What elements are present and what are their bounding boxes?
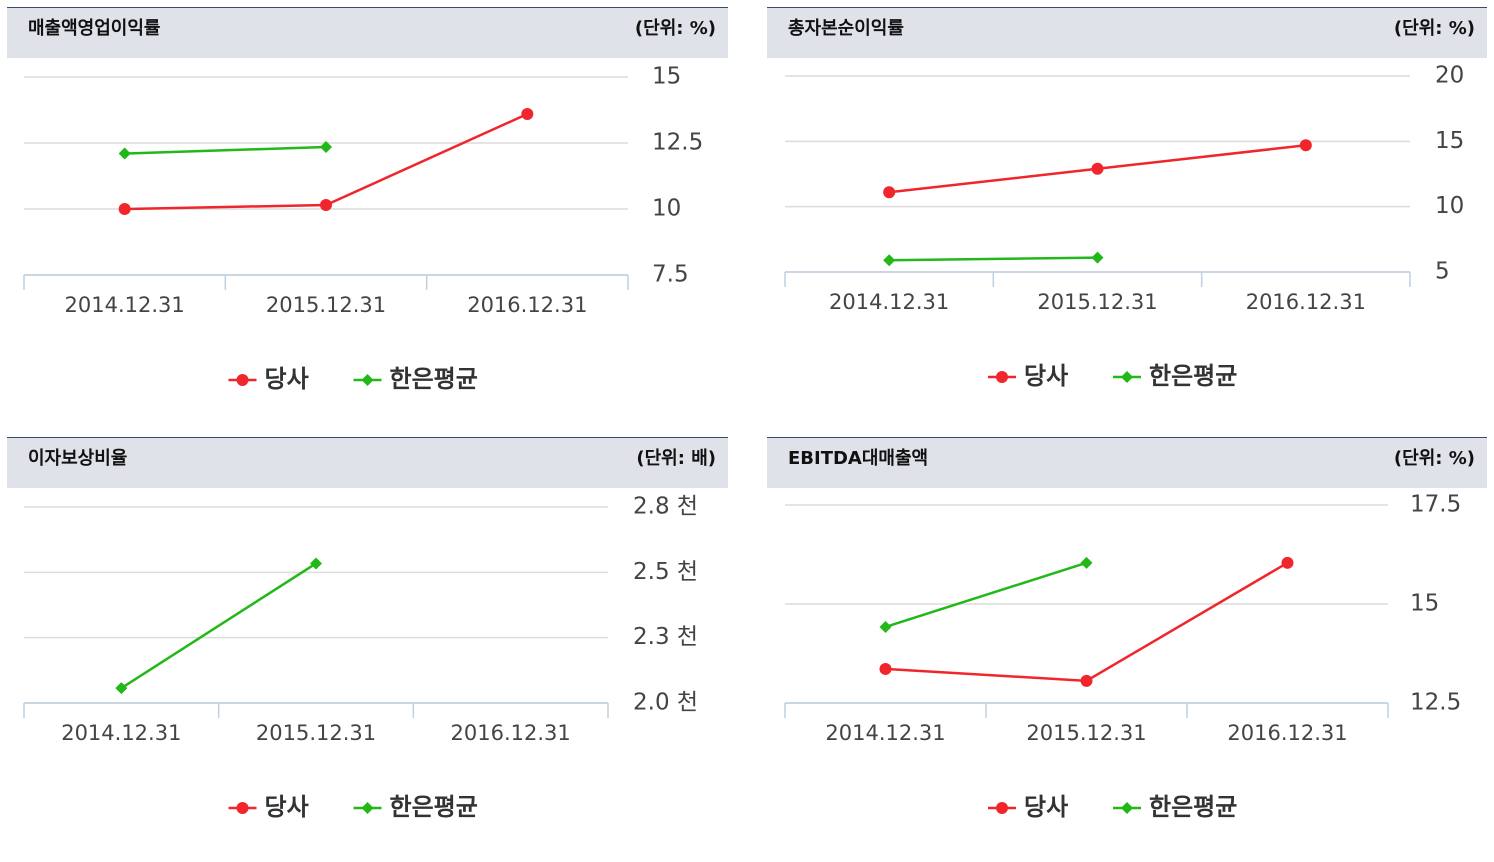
series-line bbox=[885, 561, 1087, 629]
legend-label: 한은평균 bbox=[1149, 793, 1237, 821]
y-tick-label: 15 bbox=[652, 64, 681, 90]
y-tick-label: 15 bbox=[1410, 591, 1439, 617]
point bbox=[1281, 556, 1294, 569]
point bbox=[320, 199, 332, 212]
y-tick-label: 15 bbox=[1435, 128, 1464, 154]
legend-marker bbox=[236, 374, 249, 386]
legend-label: 당사 bbox=[1024, 362, 1068, 390]
series-line bbox=[120, 562, 317, 690]
x-tick-label: 2016.12.31 bbox=[1246, 290, 1366, 314]
point bbox=[883, 186, 896, 199]
point bbox=[1091, 251, 1104, 264]
series-line bbox=[885, 561, 1289, 683]
point bbox=[883, 254, 896, 267]
legend-marker bbox=[236, 802, 249, 814]
y-tick-label: 12.5 bbox=[1410, 690, 1461, 716]
panel-header bbox=[7, 437, 728, 488]
unit-label: (단위: 배) bbox=[636, 448, 716, 469]
legend-marker bbox=[1121, 371, 1133, 383]
legend-marker bbox=[361, 374, 374, 386]
unit-label: (단위: %) bbox=[1394, 18, 1475, 39]
x-tick-label: 2014.12.31 bbox=[829, 290, 949, 314]
legend-label: 당사 bbox=[265, 365, 309, 393]
point bbox=[310, 557, 322, 570]
x-tick-label: 2014.12.31 bbox=[61, 721, 181, 745]
point bbox=[879, 662, 892, 675]
x-tick-label: 2015.12.31 bbox=[256, 721, 376, 745]
legend-label: 한은평균 bbox=[390, 365, 478, 393]
y-tick-label: 12.5 bbox=[652, 130, 703, 156]
chart-title: 이자보상비율 bbox=[28, 448, 127, 469]
legend-label: 한은평균 bbox=[1149, 362, 1237, 390]
y-tick-label: 17.5 bbox=[1410, 492, 1461, 518]
y-tick-label: 2.0 천 bbox=[633, 690, 698, 716]
legend-marker bbox=[996, 371, 1008, 383]
x-tick-label: 2014.12.31 bbox=[65, 293, 185, 317]
x-tick-label: 2015.12.31 bbox=[1026, 721, 1146, 745]
y-tick-label: 7.5 bbox=[652, 262, 689, 288]
point bbox=[1299, 139, 1312, 152]
point bbox=[1091, 162, 1104, 175]
legend-marker bbox=[1121, 802, 1133, 814]
point bbox=[115, 682, 128, 695]
point bbox=[320, 140, 332, 153]
legend-label: 한은평균 bbox=[390, 793, 478, 821]
y-tick-label: 20 bbox=[1435, 63, 1464, 89]
y-tick-label: 10 bbox=[652, 196, 681, 222]
point bbox=[521, 107, 534, 120]
x-tick-label: 2016.12.31 bbox=[1227, 721, 1347, 745]
y-tick-label: 2.8 천 bbox=[633, 494, 698, 520]
panel-header bbox=[767, 7, 1487, 58]
x-tick-label: 2015.12.31 bbox=[266, 293, 386, 317]
series-line bbox=[889, 256, 1098, 262]
unit-label: (단위: %) bbox=[635, 18, 716, 39]
point bbox=[118, 147, 131, 160]
point bbox=[118, 203, 131, 215]
y-tick-label: 2.5 천 bbox=[633, 559, 698, 585]
legend-label: 당사 bbox=[265, 793, 309, 821]
y-tick-label: 2.3 천 bbox=[633, 624, 698, 650]
chart-title: 매출액영업이익률 bbox=[28, 18, 160, 39]
y-tick-label: 5 bbox=[1435, 259, 1450, 285]
panel-header bbox=[7, 7, 728, 58]
x-tick-label: 2016.12.31 bbox=[451, 721, 571, 745]
unit-label: (단위: %) bbox=[1394, 448, 1475, 469]
legend-label: 당사 bbox=[1024, 793, 1068, 821]
chart-title: 총자본순이익률 bbox=[788, 18, 904, 39]
y-tick-label: 10 bbox=[1435, 193, 1464, 219]
legend-marker bbox=[996, 802, 1008, 814]
x-tick-label: 2016.12.31 bbox=[467, 293, 587, 317]
legend-marker bbox=[361, 802, 374, 814]
chart-title: EBITDA대매출액 bbox=[788, 448, 928, 469]
series-line bbox=[124, 112, 528, 211]
series-line bbox=[124, 145, 327, 155]
point bbox=[1080, 556, 1093, 569]
x-tick-label: 2015.12.31 bbox=[1037, 290, 1157, 314]
point bbox=[1080, 674, 1093, 687]
x-tick-label: 2014.12.31 bbox=[825, 721, 945, 745]
point bbox=[879, 620, 892, 633]
panel-header bbox=[767, 437, 1487, 488]
